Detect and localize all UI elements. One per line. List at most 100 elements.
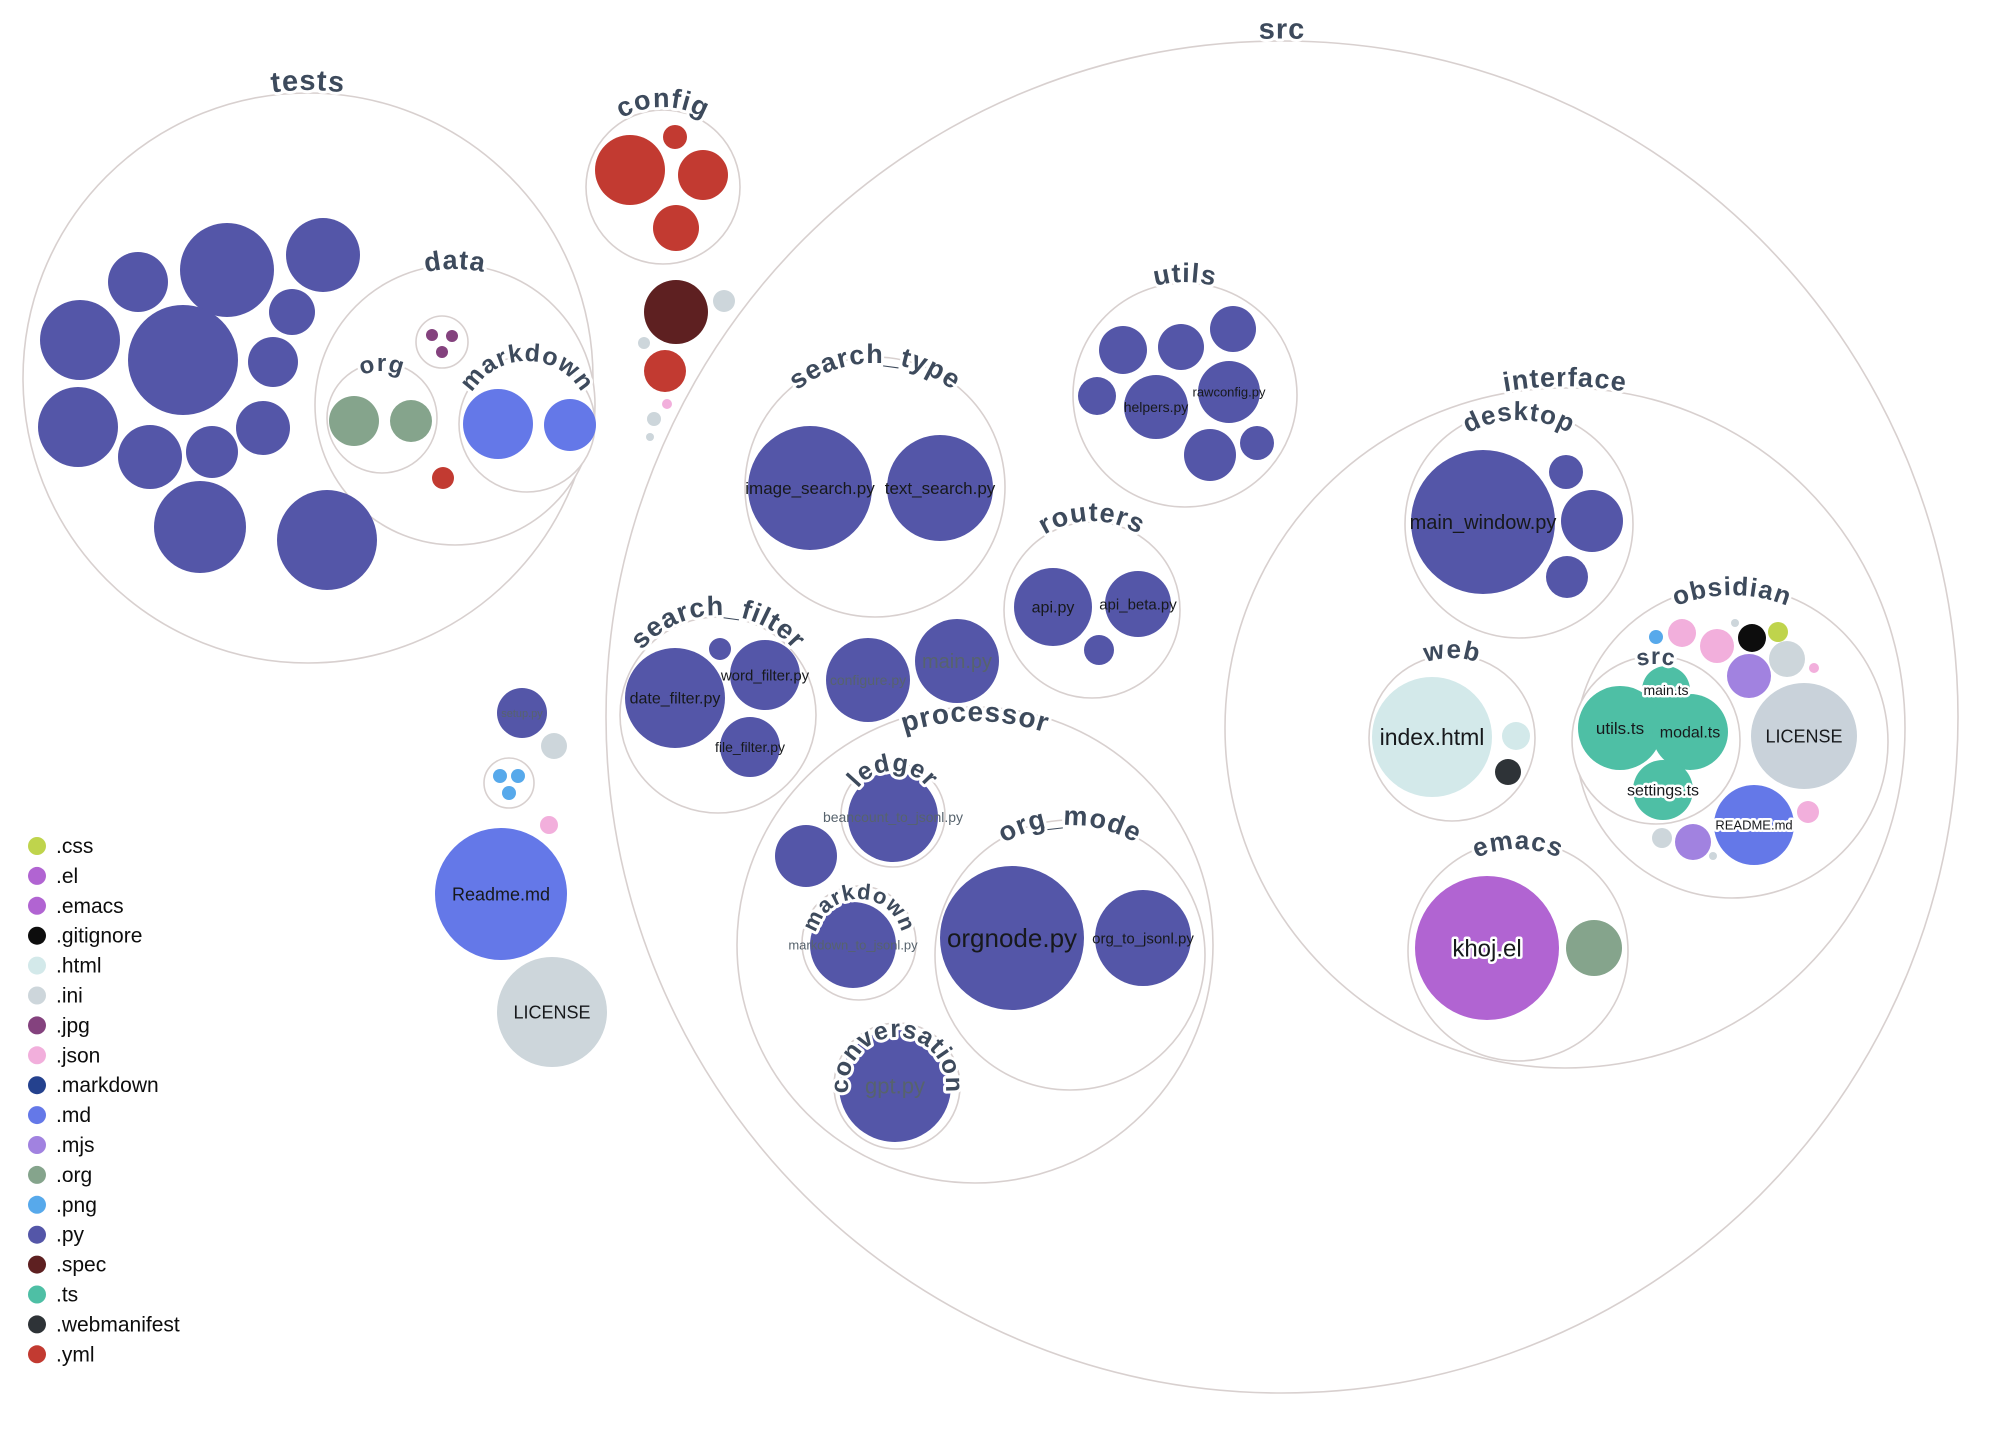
legend-swatch-ini	[28, 986, 46, 1005]
file-dot-py	[128, 305, 238, 415]
file-circle-Readme.md	[435, 828, 567, 960]
file-label-api.py: api.py	[1032, 600, 1075, 617]
dir-label-org: org	[356, 350, 408, 381]
file-label-settings.ts: settings.ts	[1627, 783, 1699, 800]
file-dot-yml	[663, 125, 687, 149]
file-dot-png	[511, 769, 525, 783]
file-circle-word_filter.py	[730, 640, 800, 710]
file-dot-ini	[713, 290, 735, 312]
file-circle-configure.py	[826, 638, 910, 722]
dir-circle-unlabeled	[483, 757, 535, 809]
dir-label-utils: utils	[1151, 258, 1220, 292]
file-circle-settings.ts	[1633, 760, 1693, 820]
file-label-khoj.el: khoj.el	[1452, 935, 1521, 962]
legend-swatch-json	[28, 1046, 46, 1065]
file-label-index.html: index.html	[1380, 724, 1485, 750]
legend-label-markdown: .markdown	[56, 1074, 159, 1097]
file-dot-py	[709, 638, 731, 660]
legend-swatch-png	[28, 1195, 46, 1214]
file-label-setup.py: setup.py	[501, 708, 543, 720]
file-dot-webmanifest	[1495, 759, 1521, 785]
file-dot-py	[236, 401, 290, 455]
file-dot-py	[118, 425, 182, 489]
dir-label-src: src	[1634, 643, 1677, 671]
file-circle-api.py	[1014, 568, 1092, 646]
legend-item: .css	[28, 835, 93, 858]
file-dot-py	[1240, 426, 1274, 460]
file-label-main_window.py: main_window.py	[1410, 512, 1557, 534]
file-circle-text_search.py	[887, 435, 993, 541]
file-circle-modal.ts	[1652, 694, 1728, 770]
extension-legend: .css .el .emacs .gitignore .html .ini .jpg .jso…	[28, 835, 180, 1366]
legend-label-html: .html	[56, 955, 102, 978]
file-dot-ini	[1652, 828, 1672, 848]
legend-item: .spec	[28, 1254, 106, 1277]
legend-label-spec: .spec	[56, 1254, 106, 1277]
file-circle-beancount_to_jsonl.py	[848, 772, 938, 862]
file-dot-png	[502, 786, 516, 800]
file-label-date_filter.py: date_filter.py	[630, 691, 721, 708]
file-dot-py	[154, 481, 246, 573]
legend-item: .ts	[28, 1284, 78, 1307]
legend-item: .mjs	[28, 1134, 95, 1157]
file-circle-image_search.py	[748, 426, 872, 550]
legend-item: .html	[28, 955, 102, 978]
legend-label-jpg: .jpg	[56, 1014, 90, 1037]
file-dot-json	[1797, 801, 1819, 823]
legend-label-md: .md	[56, 1104, 91, 1127]
legend-swatch-py	[28, 1225, 46, 1244]
dir-circle-routers	[1003, 521, 1181, 699]
legend-label-el: .el	[56, 865, 78, 888]
file-dot-py	[1546, 556, 1588, 598]
file-dot-py	[108, 252, 168, 312]
dir-label-interface: interface	[1501, 362, 1630, 397]
file-dot-ini	[541, 733, 567, 759]
legend-swatch-webmanifest	[28, 1315, 46, 1334]
file-dot-yml	[644, 350, 686, 392]
file-circle-README.md	[1714, 785, 1794, 865]
file-dot-py	[1561, 490, 1623, 552]
file-dot-png	[1649, 630, 1663, 644]
file-dot-mjs	[1727, 654, 1771, 698]
file-dot-py	[1084, 635, 1114, 665]
file-dot-ini	[1731, 619, 1739, 627]
legend-item: .ini	[28, 985, 83, 1008]
file-circle-rawconfig.py	[1198, 361, 1260, 423]
file-circle-main.py	[915, 619, 999, 703]
file-dot-ini	[1769, 641, 1805, 677]
legend-item: .md	[28, 1104, 91, 1127]
file-dot-ini	[638, 337, 650, 349]
file-dot-org	[1566, 920, 1622, 976]
file-dot-py	[1158, 324, 1204, 370]
file-label-Readme.md: Readme.md	[452, 884, 550, 904]
dir-label-data: data	[422, 245, 489, 278]
legend-label-gitignore: .gitignore	[56, 925, 142, 948]
legend-swatch-css	[28, 837, 46, 855]
legend-item: .org	[28, 1164, 92, 1187]
file-label-LICENSE: LICENSE	[1765, 726, 1842, 746]
legend-item: .gitignore	[28, 925, 142, 948]
legend-swatch-html	[28, 956, 46, 975]
file-label-api_beta.py: api_beta.py	[1099, 596, 1177, 613]
file-circle-khoj.el	[1415, 876, 1559, 1020]
file-label-image_search.py: image_search.py	[745, 479, 875, 498]
legend-item: .el	[28, 865, 78, 888]
dir-label-src: src	[1258, 14, 1305, 46]
file-dot-html	[1502, 722, 1530, 750]
file-label-configure.py: configure.py	[830, 672, 906, 688]
file-dot-py	[38, 387, 118, 467]
legend-swatch-el	[28, 866, 46, 885]
file-dot-ini	[1709, 852, 1717, 860]
legend-label-py: .py	[56, 1224, 85, 1247]
file-dot-py	[1210, 306, 1256, 352]
legend-label-org: .org	[56, 1164, 92, 1187]
file-label-beancount_to_jsonl.py: beancount_to_jsonl.py	[823, 809, 963, 825]
legend-swatch-ts	[28, 1285, 46, 1304]
file-dot-json	[1809, 663, 1819, 673]
file-dot-org	[329, 396, 379, 446]
dir-circle-unlabeled	[415, 315, 469, 369]
file-label-orgnode.py: orgnode.py	[947, 923, 1077, 953]
legend-swatch-jpg	[28, 1016, 46, 1035]
